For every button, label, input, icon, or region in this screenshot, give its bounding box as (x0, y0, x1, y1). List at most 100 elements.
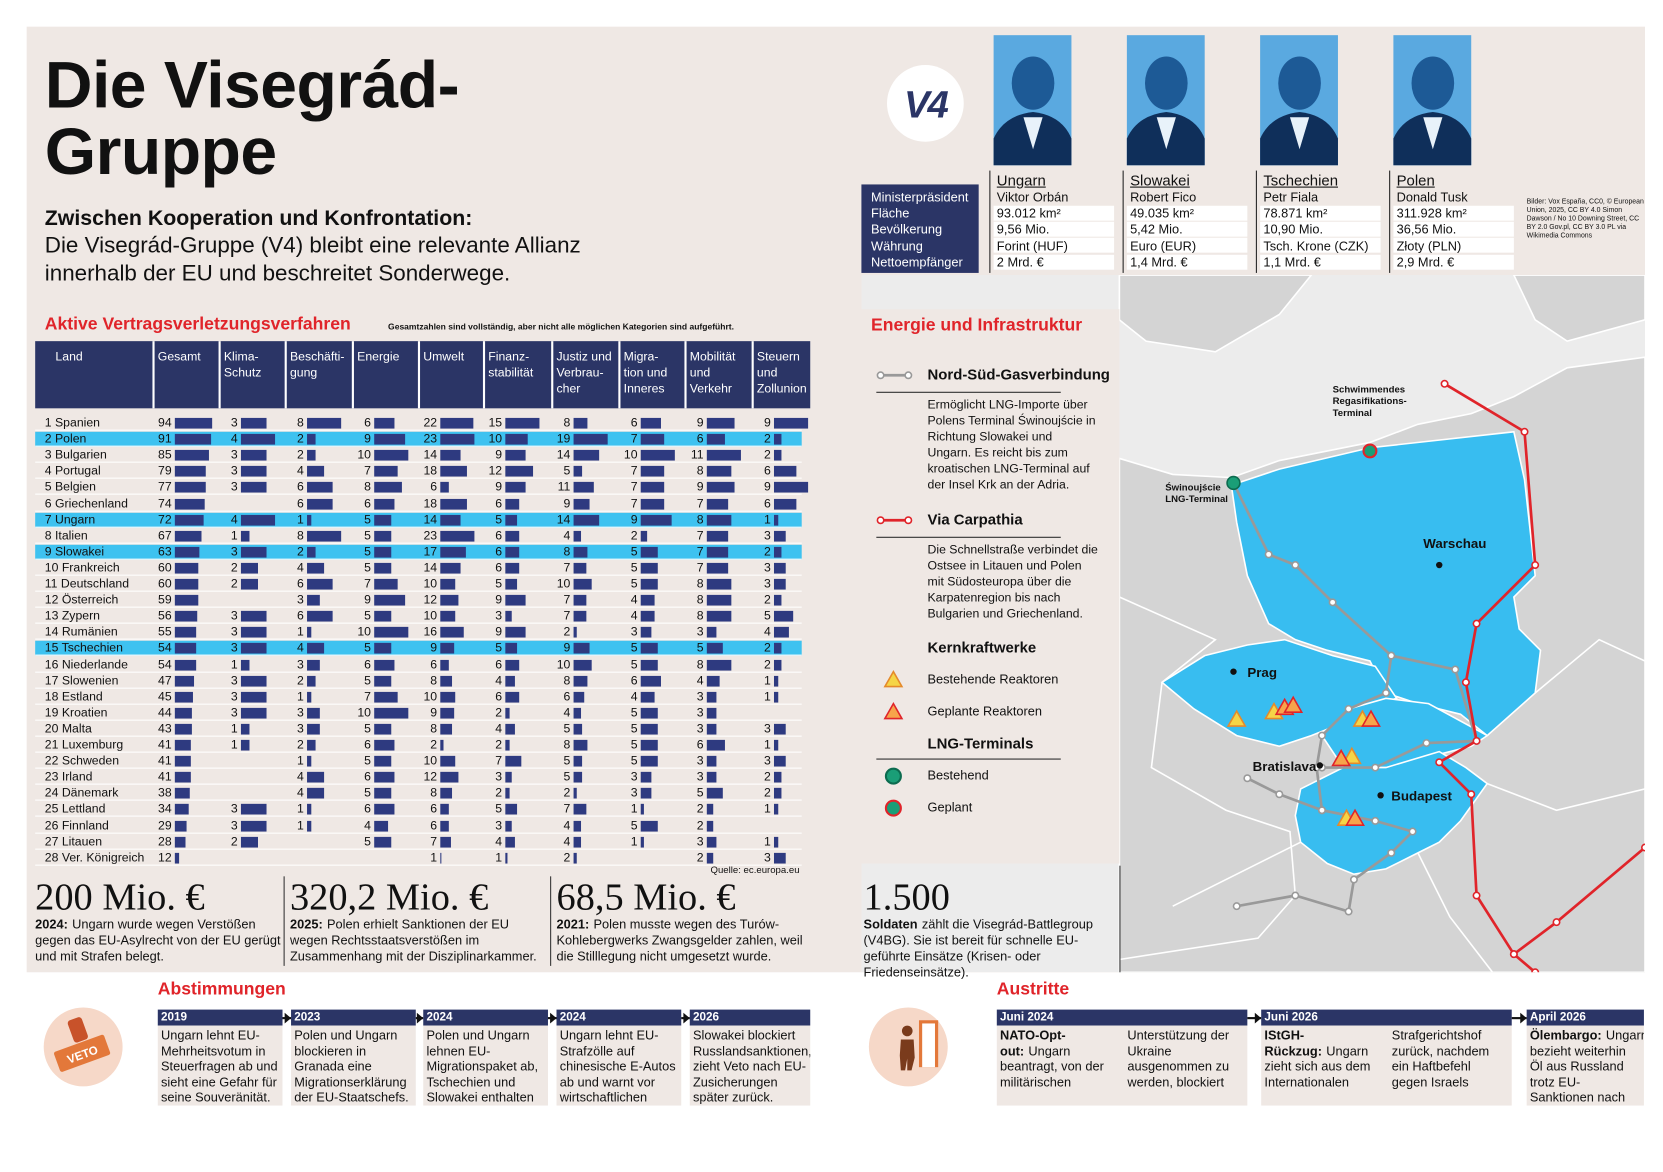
cell-value: 4 (364, 819, 372, 833)
cell-value: 5 (630, 819, 638, 833)
legend-text: Die Schnellstraße verbindet die Ostsee i… (927, 543, 1098, 621)
cell-value: 10 (556, 658, 571, 672)
table-bar (505, 643, 517, 654)
table-bar (440, 836, 451, 848)
table-bar (307, 417, 342, 429)
table-bar (706, 772, 717, 783)
cell-value: 10 (357, 626, 372, 639)
header-separator (618, 341, 621, 409)
cell-value: 10 (423, 577, 438, 591)
cell-value: 6 (364, 803, 372, 816)
table-bar (706, 498, 729, 510)
table-bar (174, 594, 199, 606)
cell-value: 6 (364, 658, 372, 672)
cell-value: 6 (696, 432, 704, 446)
table-bar (240, 643, 267, 654)
table-bar (505, 530, 519, 542)
country-label: 24 Dänemark (44, 787, 119, 800)
cell-value: 43 (157, 722, 172, 736)
table-bar (307, 723, 320, 735)
table-row-bg (35, 673, 802, 689)
table-bar (505, 594, 526, 606)
cell-value: 3 (230, 449, 238, 462)
table-bar (640, 562, 658, 574)
figure-number: 68,5 Mio. € (556, 875, 736, 918)
cell-value: 3 (696, 835, 704, 849)
table-row-bg (35, 512, 802, 528)
table-bar (440, 450, 462, 461)
table-bar (374, 594, 405, 606)
table-bar (773, 546, 782, 558)
cell-value: 3 (230, 819, 238, 833)
table-bar (440, 852, 442, 864)
table-bar (505, 514, 517, 526)
table-header-bg (35, 341, 811, 409)
leader-value: Donald Tusk (1396, 189, 1468, 205)
cell-value: 3 (297, 658, 304, 672)
cell-value: 8 (563, 545, 571, 559)
table-bar (573, 820, 581, 832)
table-bar (640, 707, 658, 719)
country-name: Ungarn (996, 171, 1046, 189)
table-bar (505, 450, 526, 461)
cell-value: 2 (495, 738, 503, 752)
table-bar (573, 434, 608, 445)
table-bar (307, 562, 325, 574)
date-label: Juni 2026 (1264, 1010, 1318, 1024)
cell-value: 3 (230, 416, 238, 430)
leader-value: 311.928 km² (1396, 205, 1467, 221)
cell-value: 19 (556, 432, 571, 446)
cell-value: 2 (230, 835, 238, 849)
road-node (1552, 918, 1561, 927)
country-label: 28 Ver. Königreich (44, 851, 145, 865)
table-bar (174, 772, 192, 783)
existing-reactor (883, 670, 904, 688)
figure-number: 1.500 (863, 875, 950, 918)
table-bar (374, 578, 399, 590)
cell-value: 5 (495, 803, 503, 816)
cell-value: 8 (696, 577, 704, 591)
cell-value: 63 (157, 545, 172, 559)
table-bar (374, 755, 392, 767)
table-bar (307, 594, 320, 606)
date-bar (1526, 1009, 1644, 1026)
road-node (1640, 843, 1645, 852)
table-bar (174, 578, 199, 590)
table-bar (640, 691, 655, 703)
table-bar (307, 804, 312, 815)
cell-value: 3 (630, 787, 638, 800)
road-node (1520, 427, 1529, 436)
table-bar (240, 434, 276, 445)
country-label: 1 Spanien (44, 416, 100, 430)
table-bar (573, 498, 590, 510)
cell-value: 3 (230, 674, 238, 688)
cell-value: 5 (364, 529, 372, 543)
cell-value: 41 (157, 754, 172, 768)
table-bar (505, 546, 519, 558)
table-bar (374, 691, 399, 703)
table-bar (706, 627, 717, 638)
table-bar (640, 578, 658, 590)
stamp-handle (67, 1017, 88, 1043)
cell-value: 1 (297, 513, 304, 527)
existing-reactor (1226, 709, 1247, 727)
cell-value: 5 (563, 465, 571, 478)
table-bar (573, 578, 592, 590)
table-bar (374, 659, 395, 671)
lead-bold: Zwischen Kooperation und Konfrontation: (44, 206, 473, 231)
cell-value: 3 (230, 690, 238, 704)
figure-text: 2025: Polen erhielt Sanktionen der EU weg… (290, 917, 537, 965)
cell-value: 2 (297, 674, 304, 688)
photo-head (1278, 56, 1321, 110)
cell-value: 7 (696, 561, 704, 575)
cell-value: 22 (423, 416, 438, 430)
figure-divider (1119, 865, 1121, 973)
cell-value: 9 (696, 481, 704, 495)
cell-value: 9 (763, 481, 771, 495)
connector (1247, 1017, 1262, 1020)
leader-cell-bg (1260, 221, 1381, 237)
cell-value: 1 (495, 851, 503, 865)
cell-value: 8 (696, 658, 704, 672)
pipeline-node (1451, 665, 1460, 674)
table-bar (573, 450, 599, 461)
